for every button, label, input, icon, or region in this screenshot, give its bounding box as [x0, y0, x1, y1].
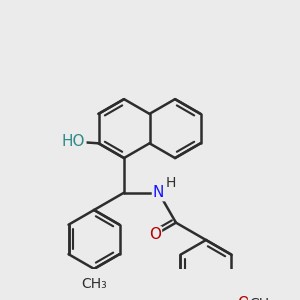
Text: O: O: [149, 227, 161, 242]
Text: HO: HO: [62, 134, 85, 149]
Text: CH₃: CH₃: [249, 297, 275, 300]
Text: O: O: [237, 296, 249, 300]
Text: N: N: [153, 185, 164, 200]
Text: CH₃: CH₃: [81, 278, 107, 292]
Text: H: H: [166, 176, 176, 190]
